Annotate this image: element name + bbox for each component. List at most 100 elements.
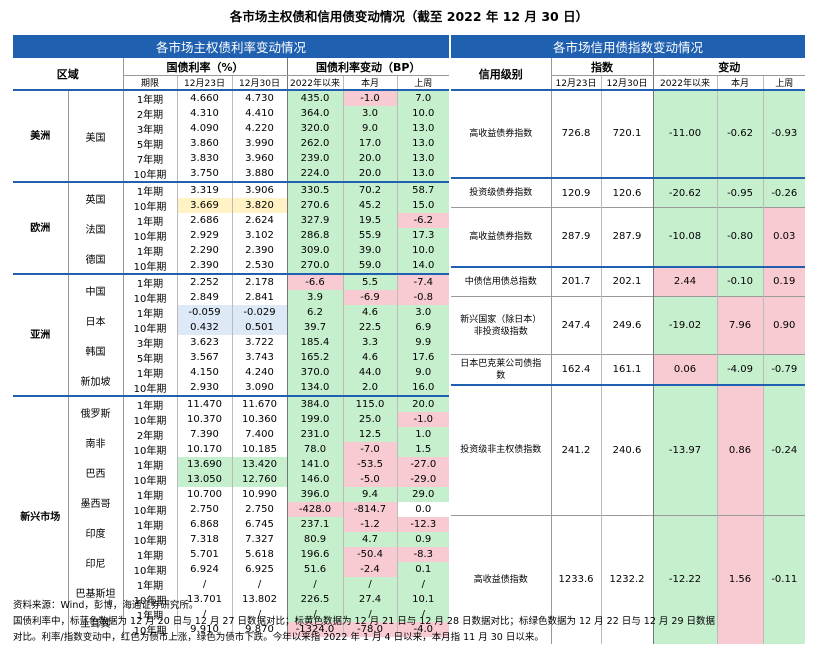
source-note: 资料来源：Wind，彭博，海通证券研究所。: [13, 600, 199, 611]
mtd-change-cell: -78.0: [342, 622, 397, 637]
yield-date2-cell: 10.185: [231, 442, 288, 457]
wk-change-cell: 17.3: [396, 228, 450, 243]
index-wk-cell: 0.90: [762, 296, 806, 355]
ytd-change-cell: -428.0: [287, 502, 343, 517]
wk-change-cell: 16.0: [396, 380, 450, 396]
ytd-change-cell: 146.0: [287, 472, 343, 487]
yield-date1-cell: 3.750: [176, 166, 232, 182]
mtd-change-cell: 4.7: [342, 532, 397, 547]
index-date2-cell: 249.6: [600, 296, 654, 355]
yield-date1-cell: 13.701: [176, 592, 232, 607]
ytd-change-cell: 384.0: [287, 396, 343, 412]
yield-date1-cell: 3.623: [176, 335, 232, 350]
sovereign-banner: 各市场主权债利率变动情况: [13, 35, 450, 58]
color-note-1: 国债利率中，标蓝色数据为 12 月 20 日与 12 月 27 日数据对比；标黄…: [13, 616, 716, 627]
country-name: 德国: [68, 243, 124, 274]
ytd-change-cell: /: [287, 577, 343, 592]
country-name: 土耳其: [68, 607, 124, 637]
yield-date2-cell: 2.750: [231, 502, 288, 517]
mtd-change-cell: 20.0: [342, 151, 397, 166]
wk-change-cell: 3.0: [396, 305, 450, 320]
yield-date2-cell: 11.670: [231, 396, 288, 412]
index-ytd-cell: -20.62: [653, 177, 717, 208]
ytd-change-cell: 39.7: [287, 320, 343, 335]
yield-date2-cell: -0.029: [231, 305, 288, 320]
index-date2-cell: 240.6: [600, 384, 654, 516]
term-header: 期限: [123, 75, 177, 91]
mtd-change-cell: -1.2: [342, 517, 397, 532]
yield-row: 10年期 2.849 2.841 3.9 -6.9 -0.8: [13, 290, 450, 305]
index-wk-cell: -0.26: [762, 177, 806, 208]
color-note-2: 对比。利率/指数变动中，红色为债市上涨，绿色为债市下跌。今年以来指 2022 年…: [13, 632, 544, 643]
yield-row: 印度 1年期 6.868 6.745 237.1 -1.2 -12.3: [13, 517, 450, 547]
mtd-change-cell: 5.5: [342, 274, 397, 290]
wk-change-cell: -0.8: [396, 290, 450, 305]
country-name: 印尼: [68, 547, 124, 577]
yield-row: 10年期 10.370 10.360 199.0 25.0 -1.0: [13, 412, 450, 427]
mtd-change-cell: /: [342, 607, 397, 622]
yield-row: 巴西 1年期 13.690 13.420 141.0 -53.5 -27.0: [13, 457, 450, 487]
yield-date2-cell: 5.618: [231, 547, 288, 562]
index-ytd-cell: 0.06: [653, 354, 717, 385]
credit-banner: 各市场信用债指数变动情况: [451, 35, 806, 58]
ytd-change-cell: 364.0: [287, 106, 343, 121]
ytd-change-cell: 327.9: [287, 213, 343, 228]
ytd-change-cell: 270.0: [287, 258, 343, 274]
mtd-change-cell: -2.4: [342, 562, 397, 577]
mtd-change-cell: 45.2: [342, 198, 397, 213]
country-name: 南非: [68, 427, 124, 457]
yield-date1-cell: 6.924: [176, 562, 232, 577]
yield-date2-cell: 3.743: [231, 350, 288, 365]
yield-date2-cell: /: [231, 577, 288, 592]
ytd-header: 2022年以来: [287, 75, 343, 91]
yield-row: 10年期 6.924 6.925 51.6 -2.4 0.1: [13, 562, 450, 577]
term-cell: 2年期: [136, 110, 164, 121]
yield-date2-cell: 13.420: [231, 457, 288, 472]
region-header: 区域: [13, 58, 124, 91]
country-name: 巴西: [68, 457, 124, 487]
yield-row: 10年期 2.930 3.090 134.0 2.0 16.0: [13, 380, 450, 396]
index-name-cell: 中债信用债总指数: [451, 266, 552, 297]
wk-change-cell: 13.0: [396, 166, 450, 182]
mtd-change-cell: 3.3: [342, 335, 397, 350]
index-wk-cell: -0.11: [762, 515, 806, 645]
country-name: 俄罗斯: [68, 396, 124, 427]
mtd-change-cell: -1.0: [342, 90, 397, 106]
wk-change-cell: -7.4: [396, 274, 450, 290]
index-name-cell: 投资级债券指数: [451, 177, 552, 208]
yield-date2-cell: 13.802: [231, 592, 288, 607]
country-name: 巴基斯坦: [68, 577, 124, 607]
ytd-change-cell: 165.2: [287, 350, 343, 365]
mtd-change-cell: -6.9: [342, 290, 397, 305]
mtd-change-cell: 12.5: [342, 427, 397, 442]
r-date2-header: 12月30日: [600, 75, 654, 91]
wk-change-cell: 17.6: [396, 350, 450, 365]
ytd-change-cell: 3.9: [287, 290, 343, 305]
yield-date2-cell: 4.240: [231, 365, 288, 380]
sovereign-yield-table: 各市场主权债利率变动情况 区域 国债利率（%） 国债利率变动（BP） 期限 12…: [13, 35, 450, 637]
page-title: 各市场主权债和信用债变动情况（截至 2022 年 12 月 30 日）: [229, 9, 589, 24]
wk-change-cell: 6.9: [396, 320, 450, 335]
yield-date1-cell: 3.830: [176, 151, 232, 166]
mtd-change-cell: 4.6: [342, 305, 397, 320]
yield-date1-cell: 13.050: [176, 472, 232, 487]
yield-date2-cell: 4.730: [231, 90, 288, 106]
ytd-change-cell: -1324.0: [287, 622, 343, 637]
wk-change-cell: 0.9: [396, 532, 450, 547]
yield-row: 10年期 2.929 3.102 286.8 55.9 17.3: [13, 228, 450, 243]
index-date1-cell: 120.9: [561, 187, 591, 199]
term-cell: 7年期: [136, 155, 164, 166]
mtd-change-cell: -814.7: [342, 502, 397, 517]
yield-date2-cell: 3.722: [231, 335, 288, 350]
ytd-change-cell: 231.0: [287, 427, 343, 442]
wk-change-cell: 13.0: [396, 151, 450, 166]
term-cell: 10年期: [133, 202, 167, 213]
term-cell: 1年期: [136, 95, 164, 106]
yield-row: 5年期 3.860 3.990 262.0 17.0 13.0: [13, 136, 450, 151]
term-cell: 1年期: [136, 309, 164, 320]
term-cell: 1年期: [136, 247, 164, 258]
yield-row: 新加坡 1年期 4.150 4.240 370.0 44.0 9.0: [13, 365, 450, 396]
yield-date1-cell: /: [176, 577, 232, 592]
index-name-cell: 高收益债券指数: [451, 90, 552, 178]
index-date1-cell: 1233.6: [558, 574, 594, 586]
